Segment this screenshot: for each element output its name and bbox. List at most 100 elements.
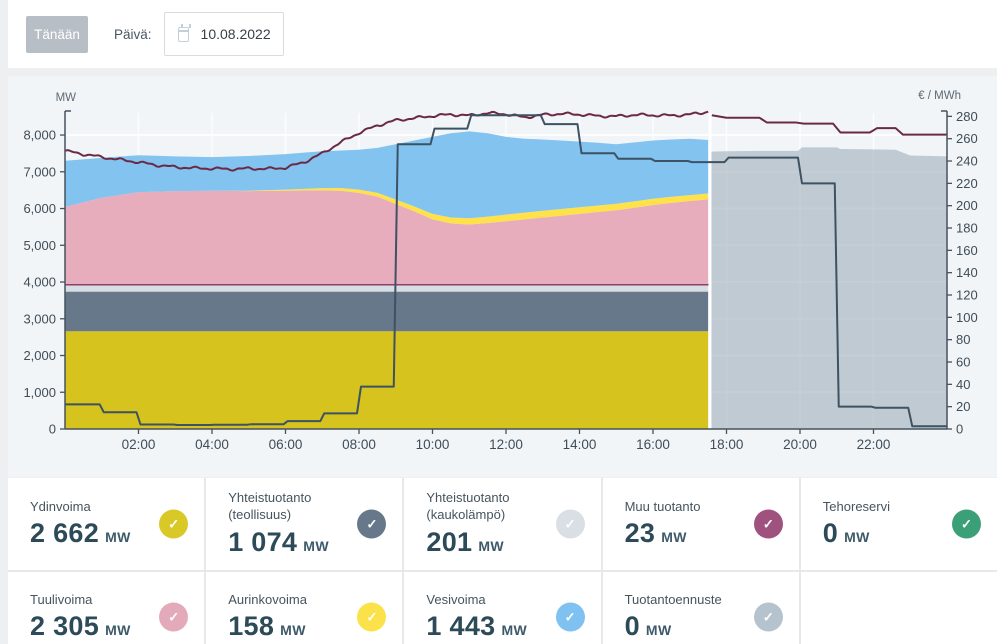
svg-text:20:00: 20:00 (783, 437, 817, 452)
card-value: 201 (426, 526, 473, 557)
svg-text:8,000: 8,000 (23, 128, 56, 143)
svg-text:3,000: 3,000 (23, 311, 56, 326)
check-icon: ✓ (564, 609, 576, 624)
series-toggle-aurinkovoima[interactable]: ✓ (357, 602, 387, 632)
card-value: 0 (624, 611, 640, 642)
card-tuulivoima: Tuulivoima 2 305 MW ✓ (8, 572, 205, 644)
card-value: 0 (822, 518, 839, 549)
svg-text:60: 60 (956, 355, 970, 370)
card-value: 1 074 (228, 526, 298, 557)
check-icon: ✓ (564, 516, 576, 531)
svg-text:180: 180 (956, 221, 978, 236)
card-tuotantoennuste: Tuotantoennuste 0 MW ✓ (602, 572, 799, 644)
card-label: Tuotantoennuste (624, 591, 722, 607)
card-label: Vesivoima (426, 591, 486, 607)
svg-text:16:00: 16:00 (636, 437, 670, 452)
svg-text:140: 140 (956, 265, 978, 280)
series-toggle-tehoreservi[interactable]: ✓ (951, 509, 981, 539)
production-price-chart[interactable]: 0 1,000 2,000 3,000 4,000 5,000 6,000 7,000 8,00… (8, 76, 997, 477)
series-toggle-yhteistuotanto-teollisuus[interactable]: ✓ (357, 509, 387, 539)
svg-text:1,000: 1,000 (23, 385, 56, 400)
series-toggle-yhteistuotanto-kaukolampo[interactable]: ✓ (555, 509, 585, 539)
svg-text:06:00: 06:00 (269, 437, 303, 452)
card-label: Yhteistuotanto (kaukolämpö) (426, 490, 510, 522)
svg-text:160: 160 (956, 243, 978, 258)
check-icon: ✓ (366, 516, 378, 531)
check-icon: ✓ (366, 609, 378, 624)
today-button[interactable]: Tänään (26, 15, 88, 53)
card-label: Ydinvoima (30, 498, 91, 514)
card-yhteistuotanto-kaukolampo: Yhteistuotanto (kaukolämpö) 201 MW ✓ (404, 478, 601, 570)
toolbar: Tänään Päivä: (8, 0, 997, 68)
card-unit: MW (501, 622, 528, 639)
series-toggle-ydinvoima[interactable]: ✓ (159, 509, 189, 539)
card-unit: MW (645, 622, 672, 639)
card-value: 1 443 (426, 611, 496, 642)
card-yhteistuotanto-teollisuus: Yhteistuotanto (teollisuus) 1 074 MW ✓ (206, 478, 403, 570)
svg-text:100: 100 (956, 310, 978, 325)
check-icon: ✓ (168, 516, 180, 531)
svg-text:7,000: 7,000 (23, 164, 56, 179)
date-input[interactable] (198, 25, 283, 43)
svg-text:12:00: 12:00 (489, 437, 523, 452)
svg-text:MW: MW (56, 92, 77, 104)
card-tehoreservi: Tehoreservi 0 MW ✓ (800, 478, 997, 570)
series-toggle-muu-tuotanto[interactable]: ✓ (753, 509, 783, 539)
card-unit: MW (105, 622, 131, 639)
card-aurinkovoima: Aurinkovoima 158 MW ✓ (206, 572, 403, 644)
svg-text:04:00: 04:00 (195, 437, 229, 452)
svg-text:22:00: 22:00 (857, 437, 891, 452)
svg-text:220: 220 (956, 176, 978, 191)
svg-text:20: 20 (956, 399, 970, 414)
card-ydinvoima: Ydinvoima 2 662 MW ✓ (8, 478, 205, 570)
card-value: 158 (228, 611, 275, 642)
svg-text:240: 240 (956, 154, 978, 169)
check-icon: ✓ (168, 609, 180, 624)
svg-text:0: 0 (49, 422, 56, 437)
svg-text:18:00: 18:00 (710, 437, 744, 452)
date-label: Päivä: (114, 26, 152, 42)
svg-text:€ / MWh: € / MWh (918, 90, 961, 102)
card-vesivoima: Vesivoima 1 443 MW ✓ (404, 572, 601, 644)
svg-text:6,000: 6,000 (23, 201, 56, 216)
production-summary-cards: Ydinvoima 2 662 MW ✓ Yhteistuotanto (teol… (8, 478, 997, 644)
card-label: Muu tuotanto (624, 498, 701, 514)
card-label: Tehoreservi (822, 498, 890, 514)
svg-text:200: 200 (956, 198, 978, 213)
series-toggle-tuotantoennuste[interactable]: ✓ (753, 602, 783, 632)
card-unit: MW (280, 622, 306, 639)
card-label: Yhteistuotanto (teollisuus) (228, 490, 312, 522)
check-icon: ✓ (762, 609, 774, 624)
card-unit: MW (844, 529, 870, 546)
svg-text:4,000: 4,000 (23, 275, 56, 290)
svg-text:14:00: 14:00 (563, 437, 597, 452)
svg-text:40: 40 (956, 377, 970, 392)
card-unit: MW (661, 529, 687, 546)
card-value: 23 (624, 518, 656, 549)
card-label: Tuulivoima (30, 591, 93, 607)
check-icon: ✓ (961, 516, 972, 531)
svg-text:280: 280 (956, 109, 978, 124)
card-unit: MW (105, 529, 131, 546)
series-toggle-tuulivoima[interactable]: ✓ (159, 602, 189, 632)
calendar-icon[interactable] (177, 23, 189, 42)
card-value: 2 305 (30, 611, 100, 642)
svg-text:02:00: 02:00 (122, 437, 156, 452)
card-unit: MW (303, 537, 329, 554)
card-label: Aurinkovoima (228, 591, 307, 607)
page: Tänään Päivä: 0 1,000 2,000 3,000 4,000 5,000… (8, 0, 997, 644)
card-value: 2 662 (30, 518, 100, 549)
card-muu-tuotanto: Muu tuotanto 23 MW ✓ (602, 478, 799, 570)
check-icon: ✓ (762, 516, 774, 531)
svg-text:2,000: 2,000 (23, 348, 56, 363)
svg-text:80: 80 (956, 332, 970, 347)
svg-text:120: 120 (956, 288, 978, 303)
date-picker[interactable] (163, 12, 284, 56)
svg-text:5,000: 5,000 (23, 238, 56, 253)
svg-text:08:00: 08:00 (342, 437, 376, 452)
svg-text:260: 260 (956, 131, 978, 146)
card-empty-slot (800, 572, 997, 644)
card-unit: MW (478, 537, 505, 554)
series-toggle-vesivoima[interactable]: ✓ (555, 602, 585, 632)
svg-text:0: 0 (956, 422, 963, 437)
